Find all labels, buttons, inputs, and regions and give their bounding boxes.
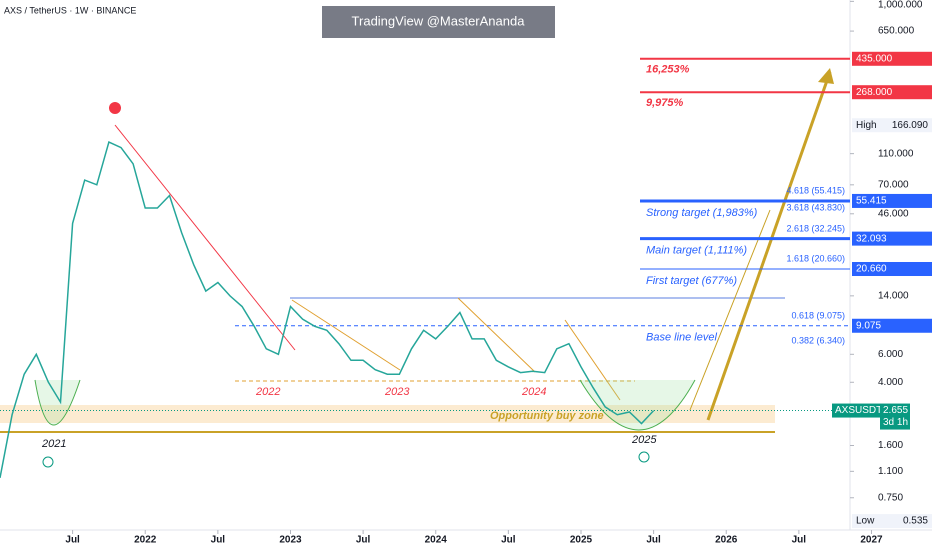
arrow-head bbox=[818, 68, 834, 84]
price-label-box bbox=[852, 514, 932, 529]
y-tick-label: 1.100 bbox=[878, 466, 903, 477]
y-tick-label: 1.600 bbox=[878, 440, 903, 451]
y-tick-label: 6.000 bbox=[878, 349, 903, 360]
y-tick-label: 110.000 bbox=[878, 148, 914, 159]
x-tick-label: Jul bbox=[65, 535, 80, 546]
target-arrow bbox=[706, 71, 832, 421]
level-text: 16,253% bbox=[646, 64, 690, 76]
price-label-box bbox=[852, 231, 932, 246]
y-tick-label: 1,000.000 bbox=[878, 0, 923, 11]
accumulation-arc bbox=[34, 379, 81, 426]
downtrend bbox=[457, 297, 536, 373]
countdown: 3d 1h bbox=[883, 417, 908, 428]
x-tick-label: Jul bbox=[792, 535, 807, 546]
x-tick-label: Jul bbox=[501, 535, 516, 546]
fib-label: 3.618 (43.830) bbox=[786, 202, 845, 212]
level-text: Strong target (1,983%) bbox=[646, 207, 758, 219]
chart-title: AXS / TetherUS · 1W · BINANCE bbox=[4, 5, 136, 15]
year-label: 2022 bbox=[255, 386, 280, 398]
price-label: 32.093 bbox=[856, 233, 887, 244]
x-tick-label: 2027 bbox=[860, 535, 883, 546]
x-tick-label: 2023 bbox=[279, 535, 302, 546]
x-tick-label: Jul bbox=[211, 535, 226, 546]
price-label-box bbox=[832, 403, 880, 418]
downtrend bbox=[291, 299, 401, 371]
y-tick-label: 0.750 bbox=[878, 492, 903, 503]
year-label: 2025 bbox=[631, 434, 657, 446]
price-label-name: Low bbox=[856, 516, 875, 527]
y-tick-label: 70.000 bbox=[878, 179, 909, 190]
price-label-box bbox=[852, 262, 932, 277]
x-tick-label: 2024 bbox=[425, 535, 448, 546]
fib-label: 1.618 (20.660) bbox=[786, 253, 845, 263]
y-tick-label: 46.000 bbox=[878, 208, 909, 219]
fib-label: 2.618 (32.245) bbox=[786, 223, 845, 233]
downtrend bbox=[114, 124, 296, 351]
buy-zone bbox=[0, 405, 775, 423]
price-label: 166.090 bbox=[892, 120, 929, 131]
y-tick-label: 14.000 bbox=[878, 290, 909, 301]
price-label-box bbox=[852, 318, 932, 333]
y-tick-label: 4.000 bbox=[878, 377, 903, 388]
x-tick-label: 2026 bbox=[715, 535, 738, 546]
price-label-name: AXSUSDT bbox=[835, 405, 882, 416]
zone-label: Opportunity buy zone bbox=[490, 410, 604, 422]
x-tick-label: 2025 bbox=[570, 535, 593, 546]
price-label: 268.000 bbox=[856, 87, 893, 98]
price-line bbox=[0, 141, 655, 479]
price-label-box bbox=[852, 51, 932, 66]
fib-label: 0.618 (9.075) bbox=[791, 310, 845, 320]
fib-label: 4.618 (55.415) bbox=[786, 185, 845, 195]
watermark-box bbox=[322, 6, 555, 38]
x-tick-label: 2022 bbox=[134, 535, 157, 546]
year-label: 2021 bbox=[41, 438, 66, 450]
fib-label: 0.382 (6.340) bbox=[791, 335, 845, 345]
year-label: 2023 bbox=[384, 386, 410, 398]
price-label: 55.415 bbox=[856, 196, 887, 207]
x-tick-label: Jul bbox=[646, 535, 661, 546]
price-label-box bbox=[852, 118, 932, 133]
year-label: 2024 bbox=[521, 386, 546, 398]
x-tick-label: Jul bbox=[356, 535, 371, 546]
target-arrow bbox=[689, 209, 771, 411]
sell-signal bbox=[109, 102, 121, 114]
price-label-name: High bbox=[856, 120, 877, 131]
price-label: 20.660 bbox=[856, 264, 887, 275]
buy-signal bbox=[638, 451, 650, 463]
price-label-box bbox=[852, 85, 932, 100]
price-label: 435.000 bbox=[856, 53, 893, 64]
price-label-box bbox=[880, 403, 910, 430]
price-label-box bbox=[852, 193, 932, 208]
level-text: First target (677%) bbox=[646, 275, 737, 287]
price-label: 2.655 bbox=[883, 405, 908, 416]
downtrend bbox=[564, 319, 621, 401]
y-tick-label: 650.000 bbox=[878, 26, 915, 37]
accumulation-arc bbox=[579, 379, 696, 431]
level-text: 9,975% bbox=[646, 97, 684, 109]
level-text: Main target (1,111%) bbox=[646, 245, 747, 257]
buy-signal bbox=[42, 456, 54, 468]
level-text: Base line level bbox=[646, 332, 717, 344]
watermark: TradingView @MasterAnanda bbox=[352, 13, 526, 28]
price-label: 9.075 bbox=[856, 320, 881, 331]
price-label: 0.535 bbox=[903, 516, 928, 527]
